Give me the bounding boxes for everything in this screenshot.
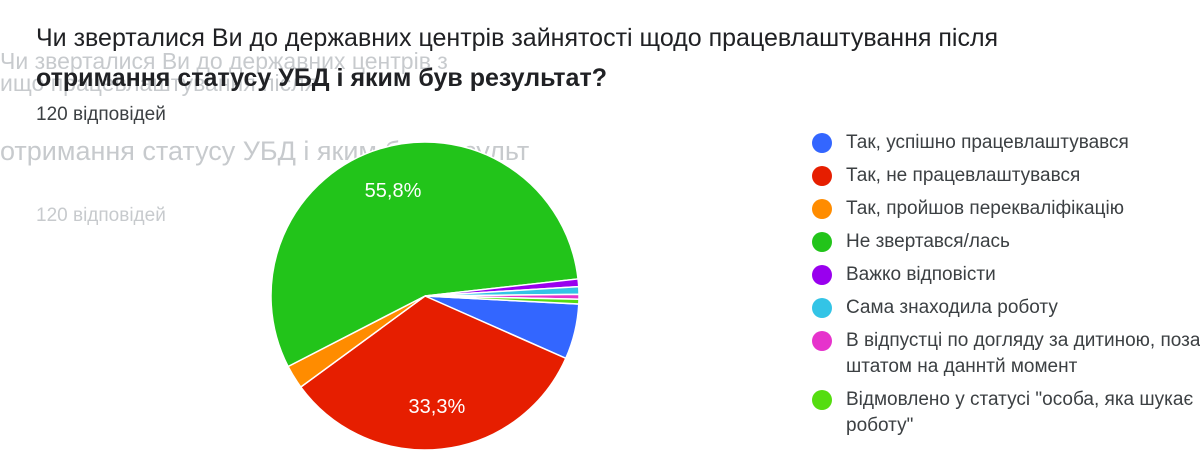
pie-slice: [299, 295, 567, 451]
pie-slice: [424, 295, 580, 305]
legend-swatch-icon: [812, 133, 832, 153]
legend-label: В відпустці по догляду за дитиною, поза …: [846, 330, 1200, 377]
legend-item[interactable]: Так, успішно працевлаштувався: [812, 130, 1200, 156]
legend-swatch-icon: [812, 232, 832, 252]
legend-swatch-icon: [812, 390, 832, 410]
pie-slice: [270, 141, 579, 368]
legend-item[interactable]: Так, не працевлаштувався: [812, 163, 1200, 189]
legend-label: Так, успішно працевлаштувався: [846, 132, 1129, 153]
question-title-line1: Чи зверталися Ви до державних центрів за…: [36, 24, 999, 52]
legend-item[interactable]: Сама знаходила роботу: [812, 295, 1200, 321]
pie-data-label: 33,3%: [409, 396, 466, 418]
legend-swatch-icon: [812, 265, 832, 285]
legend-item[interactable]: Так, пройшов перекваліфікацію: [812, 196, 1200, 222]
question-title: Чи зверталися Ви до державних центрів за…: [36, 18, 1186, 98]
legend-item[interactable]: В відпустці по догляду за дитиною, поза …: [812, 328, 1200, 380]
legend-swatch-icon: [812, 331, 832, 351]
legend-item[interactable]: Відмовлено у статусі "особа, яка шукає р…: [812, 387, 1200, 439]
legend-label: Сама знаходила роботу: [846, 297, 1058, 318]
legend-label: Важко відповісти: [846, 264, 996, 285]
legend-swatch-icon: [812, 199, 832, 219]
legend-label: Не звертався/лась: [846, 231, 1010, 252]
legend-label: Так, не працевлаштувався: [846, 165, 1081, 186]
legend-item[interactable]: Не звертався/лась: [812, 229, 1200, 255]
question-title-line2: отримання статусу УБД і яким був результ…: [36, 64, 607, 92]
responses-count: 120 відповідей: [36, 104, 166, 125]
legend-swatch-icon: [812, 298, 832, 318]
legend-swatch-icon: [812, 166, 832, 186]
legend-label: Так, пройшов перекваліфікацію: [846, 198, 1124, 219]
legend-label: Відмовлено у статусі "особа, яка шукає р…: [846, 389, 1194, 436]
legend-item[interactable]: Важко відповісти: [812, 262, 1200, 288]
chart-legend: Так, успішно працевлаштувався Так, не пра…: [812, 130, 1200, 446]
pie-data-label: 55,8%: [365, 180, 422, 202]
